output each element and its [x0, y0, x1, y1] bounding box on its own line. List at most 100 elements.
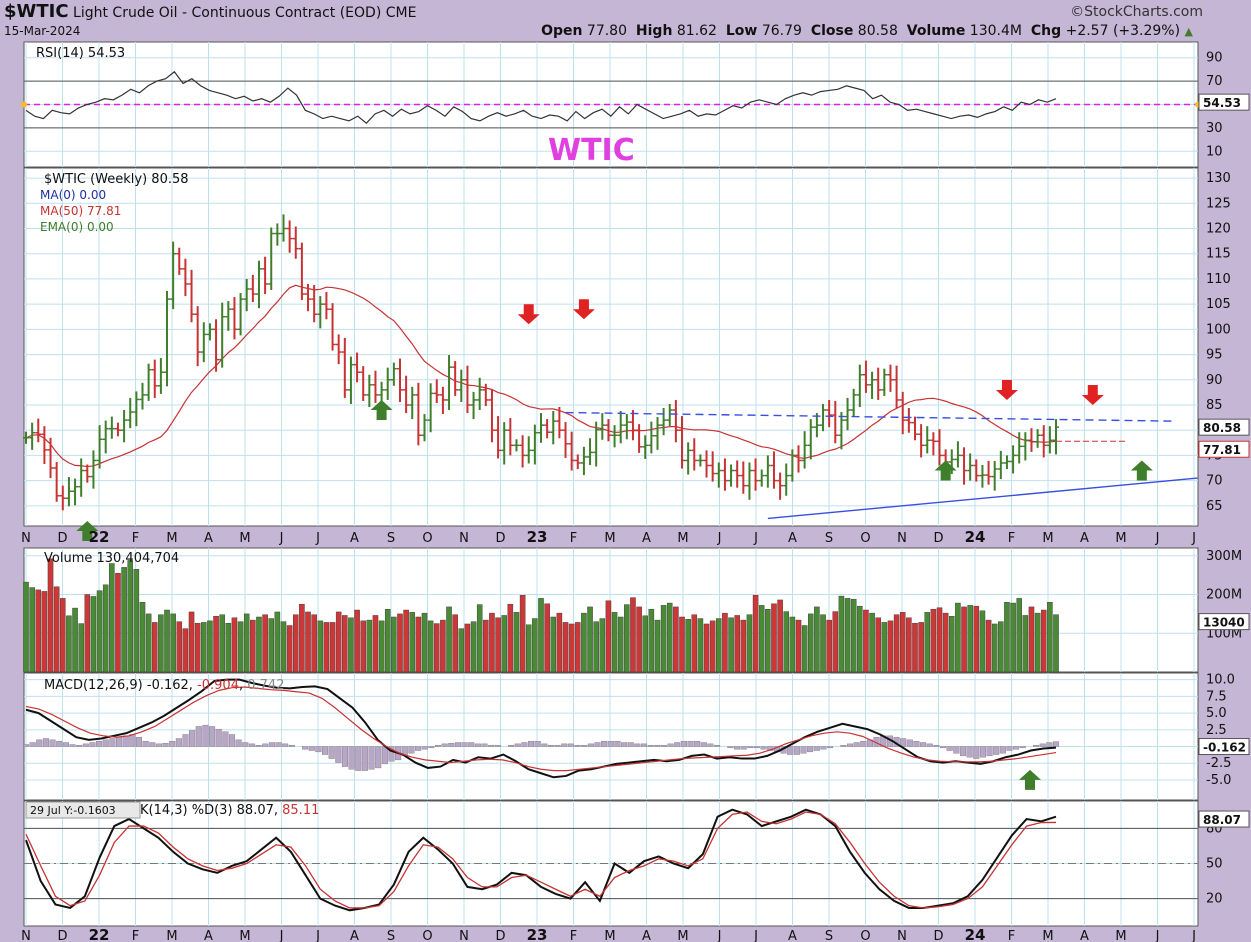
macd-signal-value: -0.904	[197, 678, 239, 693]
price-tick: 90	[1206, 373, 1223, 388]
macd-histogram-bar	[601, 740, 608, 747]
macd-histogram-bar	[22, 744, 30, 747]
macd-histogram-bar	[1046, 742, 1053, 747]
volume-tick: 300M	[1206, 549, 1242, 564]
rsi-tick: 90	[1206, 51, 1223, 66]
macd-histogram-bar	[760, 746, 767, 750]
ma50-line	[25, 284, 1057, 468]
volume-bar	[863, 609, 869, 673]
volume-bar	[691, 614, 698, 673]
price-tick: 115	[1206, 247, 1231, 262]
macd-histogram-bar	[820, 746, 827, 750]
x-tick-label: A	[204, 531, 213, 546]
volume-bar	[998, 621, 1004, 673]
macd-name: MACD(12,26,9)	[44, 678, 143, 693]
macd-histogram-bar	[640, 743, 648, 747]
volume-bar	[464, 623, 471, 673]
arrow-up-icon	[934, 460, 957, 481]
volume-bar	[979, 610, 986, 673]
rsi-tick: 10	[1206, 144, 1223, 159]
macd-histogram-bar	[215, 728, 222, 747]
macd-histogram-bar	[368, 746, 375, 770]
volume-value: 130.4M	[969, 23, 1022, 39]
macd-histogram-bar	[647, 744, 654, 747]
price-tick: 95	[1206, 348, 1223, 363]
header-line-1: $WTIC Light Crude Oil - Continuous Contr…	[4, 1, 416, 22]
volume-bar	[893, 614, 900, 673]
x-tick-label: J	[1191, 929, 1196, 942]
macd-histogram-bar	[381, 746, 388, 765]
macd-histogram-bar	[268, 742, 275, 747]
macd-histogram-bar	[149, 742, 156, 747]
price-last-value-box	[1198, 418, 1250, 436]
macd-histogram-bar	[102, 739, 109, 747]
macd-histogram-bar	[235, 739, 242, 747]
volume-bar	[918, 622, 924, 673]
volume-bar	[679, 616, 685, 673]
price-tick: 120	[1206, 222, 1231, 237]
volume-bar	[1040, 609, 1047, 673]
volume-bar	[605, 600, 612, 673]
macd-histogram-bar	[694, 740, 701, 747]
volume-bar	[752, 595, 759, 673]
macd-histogram-bar	[581, 744, 588, 747]
macd-histogram-bar	[846, 743, 854, 747]
ma50-last-value: 77.81	[1203, 443, 1241, 457]
macd-histogram-bar	[979, 746, 986, 758]
macd-histogram-bar	[36, 739, 43, 747]
macd-histogram-bar	[906, 739, 913, 747]
rsi-last-value-box	[1198, 93, 1250, 111]
macd-histogram-bar	[76, 744, 83, 747]
price-tick: 125	[1206, 196, 1231, 211]
price-tick: 65	[1206, 499, 1223, 514]
x-tick-label: S	[825, 531, 833, 546]
macd-histogram-bar	[195, 726, 202, 747]
open-label: Open	[541, 23, 583, 39]
arrow-up-icon	[1130, 460, 1153, 481]
arrow-up-icon	[76, 520, 99, 541]
macd-histogram-bar	[547, 744, 554, 747]
macd-histogram-bar	[787, 746, 794, 755]
x-tick-label: O	[422, 531, 432, 546]
volume-bar	[409, 612, 416, 673]
x-tick-label: J	[1191, 531, 1196, 546]
stoch-tooltip-box	[25, 801, 141, 819]
high-label: High	[635, 23, 673, 39]
x-tick-label: M	[239, 531, 250, 546]
macd-histogram-bar	[1006, 746, 1013, 751]
macd-histogram-bar	[913, 740, 920, 747]
volume-bar	[483, 619, 489, 673]
macd-tick: 5.0	[1206, 706, 1227, 721]
panel-bg-price	[23, 167, 1199, 527]
stoch-last-value: 88.07	[1203, 813, 1241, 827]
macd-histogram-bar	[448, 742, 455, 747]
volume-bar	[617, 616, 624, 673]
stoch-tick: 50	[1206, 857, 1223, 872]
exchange: CME	[385, 5, 417, 21]
macd-histogram-bar	[202, 724, 209, 747]
macd-histogram-bar	[1013, 746, 1020, 750]
volume-bar	[446, 606, 452, 673]
macd-histogram-bar	[541, 743, 548, 747]
volume-bar	[826, 619, 832, 673]
x-tick-label: M	[1115, 531, 1126, 546]
volume-bar	[991, 623, 998, 673]
volume-bar	[709, 620, 716, 673]
volume-bar	[256, 616, 262, 673]
volume-bar	[648, 609, 655, 673]
x-tick-label: N	[897, 531, 907, 546]
volume-bar	[844, 598, 851, 673]
close-label: Close	[810, 23, 854, 39]
volume-bar	[90, 596, 97, 673]
x-tick-label: A	[350, 929, 359, 942]
volume-bar	[366, 619, 373, 673]
macd-series-macd	[25, 678, 1057, 779]
volume-bar	[60, 598, 66, 673]
chg-up-icon: ▲	[1184, 25, 1193, 38]
x-tick-label: J	[717, 531, 722, 546]
x-tick-label: J	[753, 929, 758, 942]
x-tick-label: A	[642, 929, 651, 942]
macd-histogram-bar	[674, 742, 681, 747]
volume-bar	[151, 622, 158, 673]
macd-histogram-bar	[56, 740, 63, 747]
